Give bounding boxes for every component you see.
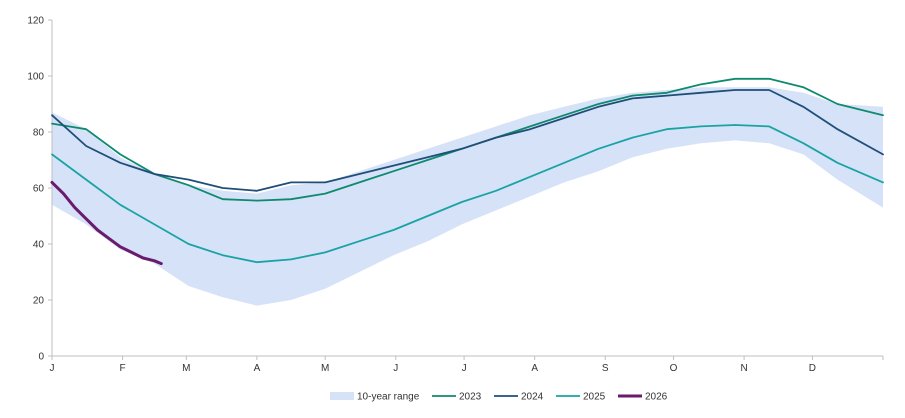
series-line-2025 bbox=[51, 124, 884, 264]
x-tick-label: D bbox=[809, 363, 816, 374]
legend-label-2023: 2023 bbox=[459, 392, 482, 403]
y-tick-label: 0 bbox=[38, 352, 44, 363]
range-layer bbox=[52, 87, 883, 306]
legend-label-2024: 2024 bbox=[521, 392, 544, 403]
legend-swatch-range bbox=[330, 392, 354, 400]
legend-label-2026: 2026 bbox=[645, 392, 668, 403]
x-tick-label: J bbox=[393, 363, 398, 374]
legend-label-10-year range: 10-year range bbox=[357, 392, 420, 403]
x-tick-label: F bbox=[120, 363, 126, 374]
legend-label-2025: 2025 bbox=[583, 392, 606, 403]
y-tick-label: 100 bbox=[27, 72, 44, 83]
x-tick-label: A bbox=[254, 363, 261, 374]
axes-layer: 0 20 40 60 80 100 120 J F M A M J J A S O N D bbox=[27, 16, 884, 374]
x-tick-label: O bbox=[670, 363, 678, 374]
legend: 10-year range 2023 2024 2025 2026 bbox=[330, 392, 668, 403]
y-tick-label: 20 bbox=[33, 296, 45, 307]
x-tick-label: M bbox=[321, 363, 329, 374]
series-layer bbox=[50, 77, 884, 266]
y-tick-label: 80 bbox=[33, 128, 45, 139]
series-line-2024 bbox=[51, 89, 884, 192]
y-tick-label: 40 bbox=[33, 240, 45, 251]
series-line-2026 bbox=[50, 180, 163, 266]
x-tick-label: M bbox=[182, 363, 190, 374]
range-band bbox=[52, 87, 883, 306]
x-tick-label: S bbox=[602, 363, 609, 374]
x-tick-label: J bbox=[462, 363, 467, 374]
y-tick-label: 60 bbox=[33, 184, 45, 195]
x-tick-label: J bbox=[50, 363, 55, 374]
x-tick-label: A bbox=[531, 363, 538, 374]
x-tick-label: N bbox=[741, 363, 748, 374]
y-tick-label: 120 bbox=[27, 16, 44, 27]
